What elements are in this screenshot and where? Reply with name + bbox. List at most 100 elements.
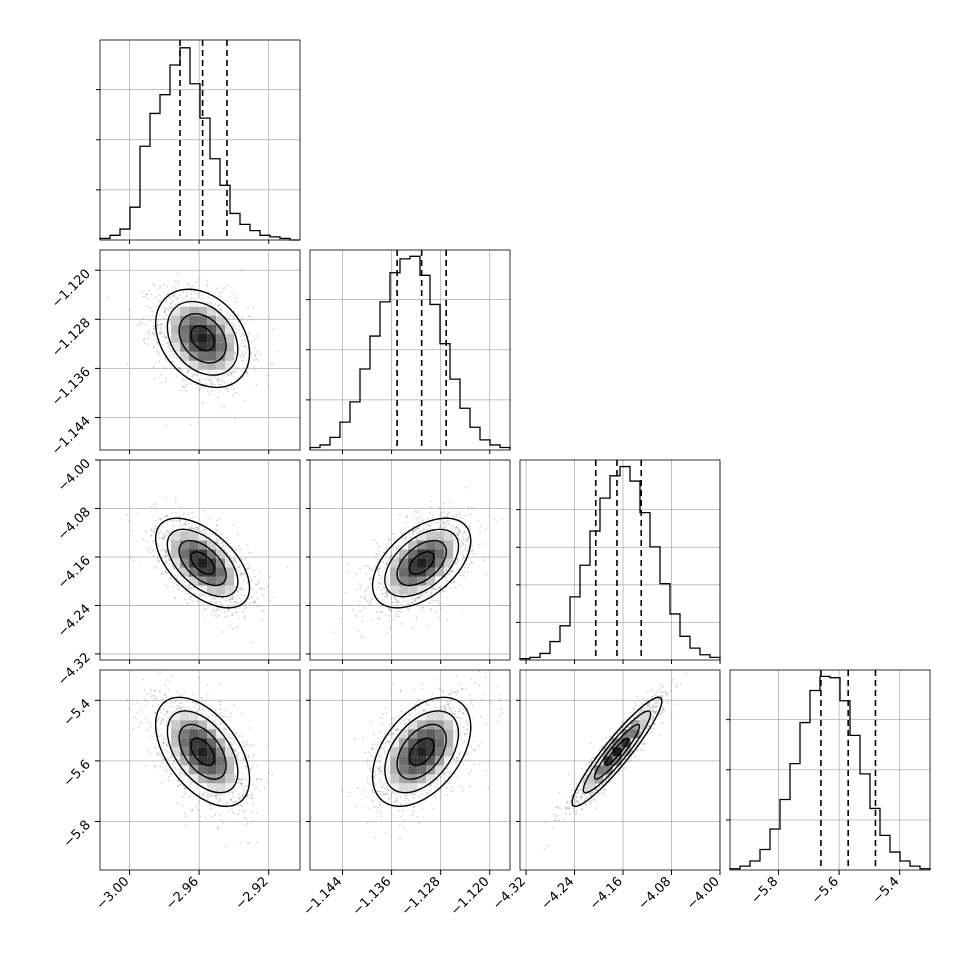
sample-point — [390, 609, 392, 612]
sample-point — [410, 597, 413, 600]
sample-point — [455, 562, 458, 565]
sample-point — [234, 558, 237, 561]
sample-point — [175, 520, 178, 522]
sample-point — [385, 562, 388, 565]
sample-point — [215, 609, 218, 612]
sample-point — [234, 607, 237, 610]
sample-point — [239, 574, 242, 577]
sample-point — [200, 530, 203, 532]
contour-line — [371, 517, 472, 609]
sample-point — [182, 385, 185, 388]
sample-point — [231, 811, 234, 814]
sample-point — [163, 317, 166, 319]
density-cell — [180, 351, 190, 361]
density-cell — [216, 585, 226, 595]
sample-point — [159, 332, 162, 335]
sample-point — [453, 580, 455, 582]
sample-point — [220, 308, 223, 311]
sample-point — [172, 355, 175, 358]
sample-point — [448, 511, 451, 514]
sample-point — [167, 558, 170, 561]
sample-point — [441, 522, 444, 525]
sample-point — [447, 512, 449, 515]
sample-point — [152, 540, 155, 543]
sample-point — [168, 310, 171, 313]
sample-point — [357, 604, 359, 607]
sample-point — [239, 587, 242, 590]
sample-point — [247, 306, 250, 308]
sample-point — [165, 550, 168, 553]
sample-point — [217, 304, 220, 307]
sample-point — [355, 588, 358, 591]
sample-point — [175, 700, 177, 703]
sample-point — [372, 569, 375, 572]
sample-point — [188, 527, 191, 530]
sample-point — [236, 626, 238, 629]
sample-point — [347, 563, 349, 566]
sample-point — [472, 507, 475, 510]
sample-point — [423, 529, 425, 531]
sample-point — [144, 530, 147, 533]
sample-point — [230, 372, 233, 375]
sample-point — [391, 553, 393, 556]
sample-point — [231, 792, 234, 795]
sample-point — [430, 591, 433, 593]
sample-point — [456, 534, 459, 537]
sample-point — [189, 424, 192, 426]
sample-point — [207, 296, 210, 299]
sample-point — [370, 604, 373, 607]
sample-point — [365, 588, 368, 591]
sample-point — [231, 371, 234, 374]
sample-point — [205, 607, 208, 610]
sample-point — [445, 523, 448, 526]
sample-point — [382, 586, 385, 589]
sample-point — [240, 573, 243, 576]
sample-point — [374, 556, 377, 559]
sample-point — [456, 515, 459, 517]
sample-point — [246, 794, 249, 797]
sample-point — [217, 396, 220, 399]
sample-point — [235, 371, 238, 374]
sample-point — [417, 597, 420, 600]
sample-point — [378, 567, 380, 570]
sample-point — [466, 539, 469, 542]
sample-point — [150, 529, 153, 531]
sample-point — [185, 585, 188, 588]
sample-point — [373, 565, 376, 568]
density-cell — [216, 333, 226, 343]
sample-point — [450, 527, 453, 529]
sample-point — [386, 596, 389, 599]
sample-point — [153, 527, 156, 530]
sample-point — [239, 572, 242, 575]
density-cell — [180, 540, 190, 550]
sample-point — [182, 795, 184, 798]
sample-point — [255, 584, 258, 586]
sample-point — [243, 355, 245, 358]
sample-point — [237, 534, 239, 536]
sample-point — [186, 371, 188, 373]
sample-point — [233, 560, 236, 562]
sample-point — [152, 367, 155, 370]
sample-point — [243, 594, 245, 597]
sample-point — [234, 351, 237, 354]
sample-point — [153, 325, 156, 328]
sample-point — [211, 297, 214, 300]
sample-point — [160, 518, 163, 521]
sample-point — [171, 511, 174, 514]
sample-point — [166, 285, 169, 288]
sample-point — [367, 586, 369, 589]
density-cell — [390, 558, 400, 568]
sample-point — [240, 779, 242, 781]
sample-point — [246, 841, 249, 844]
sample-point — [169, 578, 172, 580]
sample-point — [254, 575, 256, 578]
sample-point — [242, 359, 244, 362]
sample-point — [181, 804, 184, 807]
panel-frame — [99, 459, 301, 661]
sample-point — [459, 531, 461, 534]
sample-point — [229, 740, 232, 743]
sample-point — [210, 815, 213, 818]
sample-point — [228, 624, 231, 627]
sample-point — [470, 513, 472, 516]
sample-point — [221, 290, 224, 293]
